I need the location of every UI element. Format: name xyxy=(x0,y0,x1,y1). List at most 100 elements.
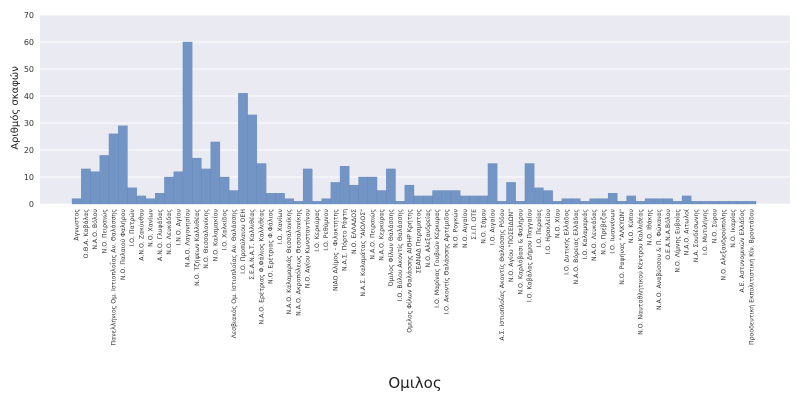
x-tick-label: Ομιλος Φίλων Θαλάσσης ΑΙΘΗΡ Κρήτης xyxy=(405,209,413,333)
x-tick-label: Ν.Ο. Αγίου Κωνσταντίνου xyxy=(304,209,312,289)
bar xyxy=(561,198,572,205)
bar xyxy=(413,195,424,205)
x-tick-label: Ν.Ο. Αλεξανδρούπολης xyxy=(720,209,728,281)
bar xyxy=(404,184,415,205)
x-tick-label: Λεσβιακός Ομ. Ιστιοπλοΐας Αν. Θαλάσσης xyxy=(229,209,238,339)
bar xyxy=(654,198,664,205)
bar xyxy=(423,195,433,205)
x-tick-label: Ν.Α.Ο. Κερκύρας xyxy=(378,209,386,261)
y-tick-label: 10 xyxy=(24,173,34,182)
x-tick-label: Ν.Α.Ο. Αναβύσσου & Π. Φώκαιας xyxy=(655,209,663,310)
bar xyxy=(524,163,535,205)
x-tick-label: Ν.Ο. Καλαμακίου xyxy=(211,209,219,262)
bar xyxy=(201,168,211,205)
x-tick-label: Ο.Ε.Α.Ν.Α.Βόλου xyxy=(664,209,672,260)
x-tick-label: Ν.Α.Ο. Βόλου xyxy=(91,209,99,250)
x-tick-label: Ι.Ο. Προπύλαιου ΟΕΗ xyxy=(239,209,247,274)
bar xyxy=(460,195,470,205)
x-tick-label: Ι.Ο. Ρεθύμνου xyxy=(322,209,330,251)
bar xyxy=(127,187,137,205)
x-tick-label: Ν.Ο. Λευκάδας xyxy=(165,209,173,255)
x-tick-label: Α.Σ. Ιστιοπλοΐας Ακοντίς Θαλάσσης Ρόδου xyxy=(497,209,506,341)
bar xyxy=(312,201,322,205)
x-tick-label: Α.Ν.Ο. Γλυφάδας xyxy=(156,209,164,261)
x-tick-label: Ι.Ο. Κερκύρας xyxy=(313,209,321,252)
bar xyxy=(247,114,258,205)
x-tick-label: Ν.Ο. Παλαιού Φαλήρου xyxy=(119,209,127,281)
x-tick-label: Ν.Ο. Κύπου xyxy=(627,209,635,244)
x-tick-label: Ν.Α.Ο. Καλαμαριάς Θεσσαλονίκης xyxy=(285,209,293,315)
x-tick-label: Ν.Ο. Ρογκών xyxy=(452,208,460,247)
x-tick-label: Ν.Ο. ΕΛΛΑΔΟΣ xyxy=(351,209,358,254)
x-tick-label: Ν.Ο. Λίμνης Ευβοίας xyxy=(673,209,681,273)
bar xyxy=(367,176,378,205)
x-tick-label: Σ.Ι.Π. ΟΤΕ xyxy=(471,209,478,240)
x-tick-label: Άγνωστος xyxy=(73,209,81,241)
bar xyxy=(192,157,202,205)
bar xyxy=(376,190,387,205)
x-tick-label: ΝΙΑΟ Αλίμος - Φιλοκτήτης xyxy=(331,209,339,291)
bar xyxy=(155,193,165,205)
x-tick-label: Ι.Ο. Βόλου Ακοντίς Θαλάσσης xyxy=(396,209,404,302)
x-tick-label: Ι.Ο. Αιγαίου xyxy=(489,209,497,246)
x-tick-label: Ν.Ο. Ιθάκης xyxy=(646,209,654,246)
x-tick-label: Ν.Ο. Σύρου xyxy=(710,209,718,244)
bar xyxy=(90,171,100,205)
bar xyxy=(635,201,646,205)
y-tick-label: 20 xyxy=(24,146,34,155)
bar xyxy=(691,201,701,205)
x-tick-label: Ο.Θ.Α. Καβάλας xyxy=(82,209,90,259)
bar xyxy=(145,198,156,205)
x-tick-label: Ν.Ο. Χανίων xyxy=(147,208,155,246)
x-tick-label: Ν.Ο. Αγίου "ΠΟΣΕΙΔΩΝ" xyxy=(507,209,515,282)
x-tick-label: Ι.Ο. Περαίας xyxy=(535,209,543,248)
x-tick-label: Ν.Ο. Σάμου xyxy=(479,209,487,244)
y-tick-label: 30 xyxy=(24,119,34,128)
bar xyxy=(256,163,267,205)
bar xyxy=(728,201,738,205)
bar xyxy=(737,201,747,205)
y-tick-label: 40 xyxy=(24,92,34,101)
bar xyxy=(497,201,507,205)
x-tick-label: Ν.Α. Σουδέσωνης xyxy=(692,209,700,263)
x-tick-label: Ι.Ο. Ακοντίς Θαλάσσης Αρτέμιδος xyxy=(442,209,450,315)
x-tick-label: Πανελλήνιος Ομ. Ιστιοπλοΐας Αν. Θαλάσσης xyxy=(109,209,118,346)
bar xyxy=(552,201,563,205)
bar xyxy=(626,195,636,205)
bar xyxy=(700,201,710,205)
x-tick-label: Ν.Ο. Πρέβεζας xyxy=(599,209,607,255)
x-tick-label: Ν.Ο. Ικαρίας xyxy=(729,209,737,248)
bar xyxy=(108,133,119,205)
x-tick-label: Ν.Ο. Ναυταθλητικού Κέντρου Καλλιθέας xyxy=(636,209,644,335)
bar xyxy=(598,198,609,205)
x-tick-label: Ι.Ο. Χανίων xyxy=(276,208,284,244)
x-tick-label: Ι.Ο. Καλαμαριάς xyxy=(581,209,589,260)
bar xyxy=(709,201,720,205)
bar xyxy=(302,168,313,205)
bar xyxy=(210,141,221,205)
x-tick-label: Ν.Ο. Ερέτριας Φ.Φάλιος xyxy=(267,209,275,284)
bar xyxy=(265,193,276,205)
x-tick-label: Ν.Ο. Αιγαίου xyxy=(461,209,469,248)
x-tick-label: Όμιλος Φίλων Θαλάσσης xyxy=(387,209,395,288)
x-tick-label: Ν.Α.Σ. Καλαμάτας "ΑΙΟΛΟΣ" xyxy=(359,209,367,297)
bar xyxy=(330,182,341,205)
bar xyxy=(219,176,230,205)
bar xyxy=(617,201,627,205)
x-tick-label: Α.Ν.Ο. Ζακύνθου xyxy=(137,209,145,261)
bar xyxy=(358,176,368,205)
x-tick-label: Ι.Ο. Πατρών xyxy=(128,208,136,246)
x-tick-label: Ν.Α.Ο. Ερέτριας Φ.Φάλιος Καλλιθέας xyxy=(257,209,265,325)
x-tick-label: Ι.Ο. Καβάλας Δήμου Παγγαίου xyxy=(526,209,534,303)
bar xyxy=(293,201,304,205)
x-tick-label: Ν.Ο. Πειραιώς xyxy=(100,209,108,254)
bar xyxy=(321,198,331,205)
y-tick-label: 60 xyxy=(24,38,34,47)
x-tick-label: Ι.Ο. Μυτιλήνης xyxy=(701,209,709,255)
x-tick-label: Ν.Ο. Χίου xyxy=(553,209,561,239)
bar xyxy=(570,198,581,205)
bar xyxy=(136,195,147,205)
bar xyxy=(534,187,544,205)
bar xyxy=(672,201,683,205)
x-tick-label: Α.Ε. Αστυνομικών Ελλάδος xyxy=(738,209,746,293)
